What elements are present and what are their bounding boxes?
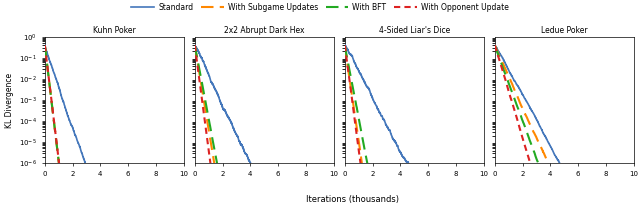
- Title: Ledue Poker: Ledue Poker: [541, 26, 588, 34]
- Title: 2x2 Abrupt Dark Hex: 2x2 Abrupt Dark Hex: [224, 26, 305, 34]
- Title: Kuhn Poker: Kuhn Poker: [93, 26, 136, 34]
- Y-axis label: KL Divergence: KL Divergence: [4, 72, 13, 128]
- Title: 4-Sided Liar's Dice: 4-Sided Liar's Dice: [379, 26, 450, 34]
- Text: Iterations (thousands): Iterations (thousands): [305, 195, 399, 204]
- Legend: Standard, With Subgame Updates, With BFT, With Opponent Update: Standard, With Subgame Updates, With BFT…: [129, 0, 511, 15]
